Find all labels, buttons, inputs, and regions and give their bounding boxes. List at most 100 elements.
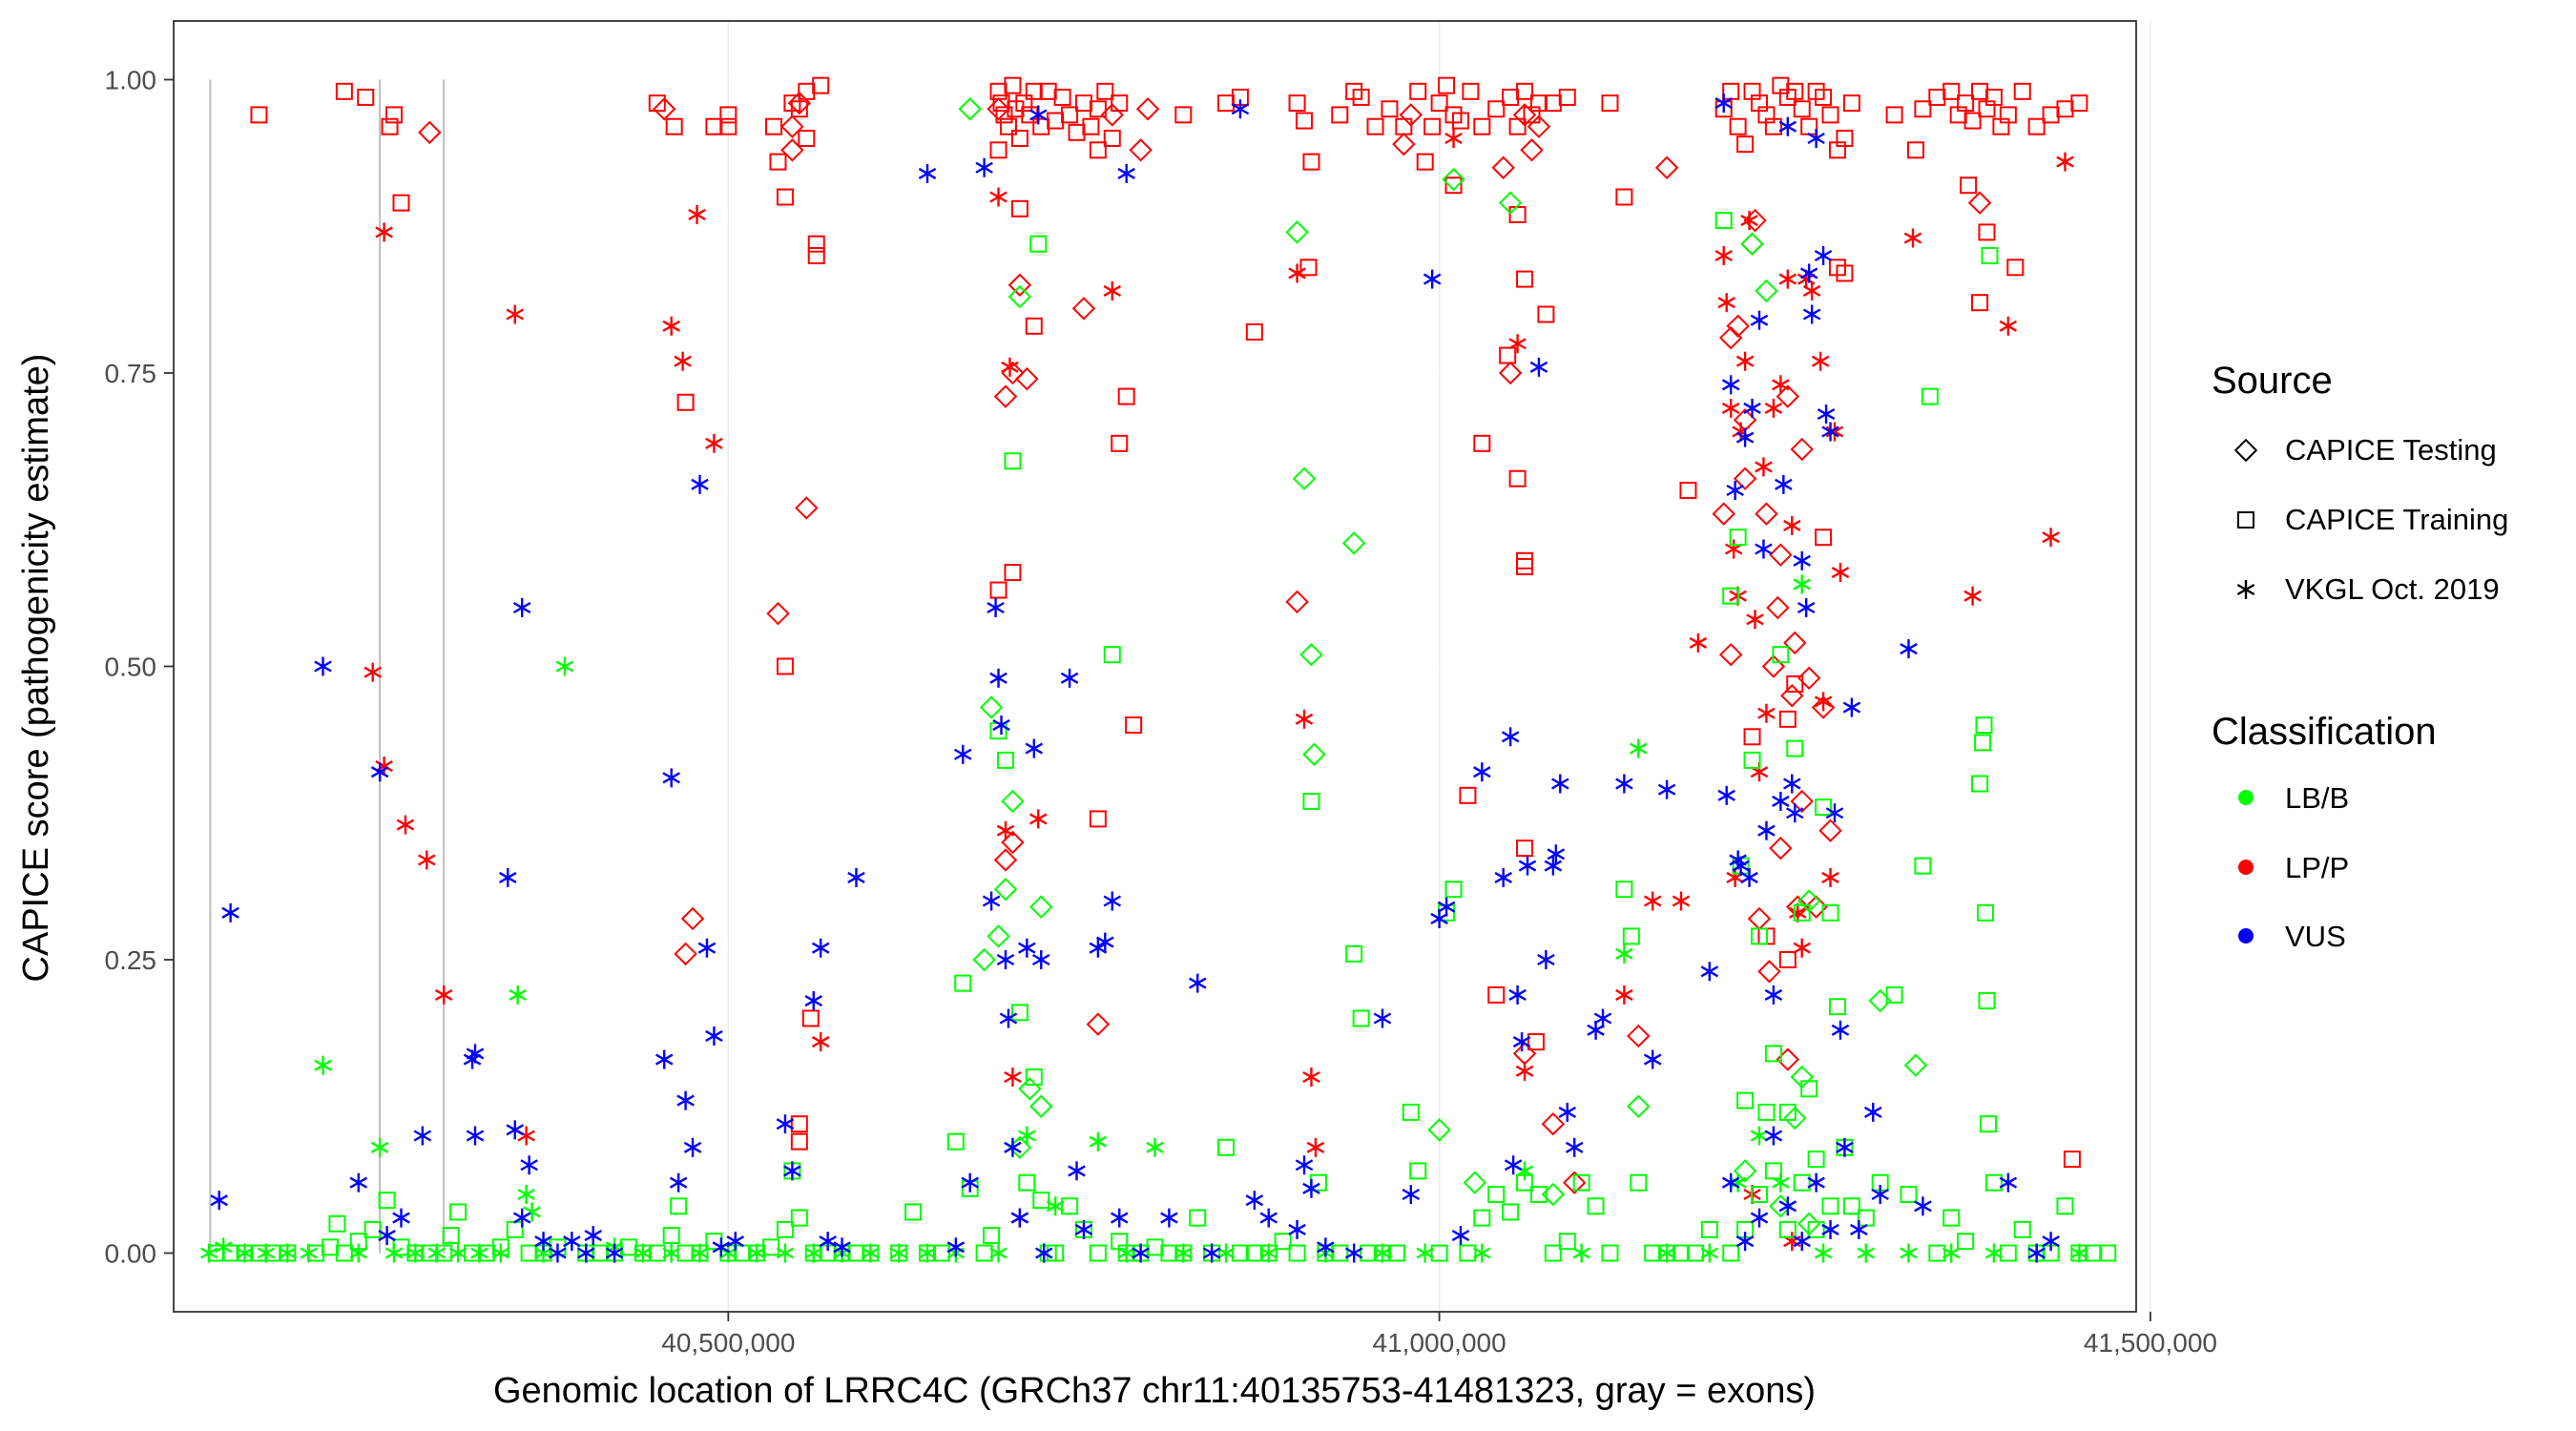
data-point [1082, 117, 1100, 135]
data-point [1831, 1020, 1850, 1040]
x-tick-label: 41,000,000 [1373, 1328, 1506, 1358]
data-point [1999, 1172, 2018, 1192]
data-point [385, 106, 404, 124]
data-point [236, 1243, 254, 1263]
data-point [1978, 223, 1996, 241]
data-point [1217, 1138, 1236, 1156]
data-point [1780, 684, 1804, 708]
data-point [1032, 1192, 1050, 1210]
data-point [1593, 1008, 1612, 1028]
data-point [719, 106, 737, 124]
data-point [987, 97, 1010, 121]
data-point [653, 97, 676, 121]
data-point [1735, 427, 1755, 447]
data-point [370, 1137, 389, 1157]
data-point [1499, 346, 1517, 364]
data-point [1537, 305, 1555, 323]
data-point [1529, 1186, 1548, 1203]
data-point [918, 1243, 937, 1263]
data-point [563, 1232, 581, 1252]
data-point [1034, 1243, 1053, 1263]
data-point [392, 194, 410, 212]
data-point [1786, 803, 1804, 823]
data-point [375, 222, 393, 242]
data-point [1807, 1151, 1825, 1169]
data-point [1352, 88, 1370, 106]
data-point [1821, 903, 1839, 922]
data-point [1764, 398, 1783, 418]
data-point [1494, 867, 1512, 887]
data-point [1402, 1103, 1420, 1121]
data-point [847, 867, 865, 887]
data-point [1068, 123, 1086, 141]
data-point [1615, 188, 1633, 206]
data-point [1392, 132, 1416, 156]
data-point [1615, 985, 1633, 1005]
data-point [1544, 1244, 1562, 1262]
data-point [1831, 563, 1850, 583]
data-point [1031, 950, 1050, 969]
data-point [1302, 1068, 1320, 1087]
data-point [1735, 1232, 1755, 1252]
data-point [1814, 246, 1833, 265]
data-point [1288, 1219, 1306, 1239]
data-point [1700, 1243, 1719, 1263]
data-point [1811, 695, 1836, 719]
data-point [1061, 1197, 1079, 1215]
data-point [1863, 1102, 1882, 1122]
data-point [2070, 1243, 2088, 1263]
data-point [1766, 595, 1790, 620]
data-point [1971, 775, 1989, 793]
y-tick-label: 0.00 [105, 1239, 157, 1269]
data-point [1117, 1243, 1135, 1263]
data-point [1778, 1103, 1797, 1121]
data-point [1518, 856, 1537, 876]
data-point [1125, 716, 1143, 734]
data-point [2070, 94, 2088, 113]
data-point [1721, 1172, 1740, 1192]
data-point [1643, 1049, 1662, 1069]
data-point [1793, 1173, 1811, 1192]
data-point [1487, 1186, 1506, 1203]
data-point [1793, 938, 1811, 958]
data-point [1712, 502, 1735, 526]
data-point [1984, 1243, 2004, 1263]
data-point [1733, 467, 1757, 490]
data-point [2042, 528, 2060, 548]
data-point [549, 1243, 567, 1263]
data-point [1018, 1126, 1036, 1146]
data-point [1288, 94, 1306, 113]
data-point [1039, 82, 1057, 100]
data-point [1008, 273, 1032, 297]
data-point [1111, 434, 1129, 452]
data-point [1563, 1171, 1587, 1194]
data-point [676, 1244, 695, 1262]
data-point [674, 351, 692, 371]
data-point [1259, 1208, 1278, 1228]
data-point [1068, 1161, 1086, 1181]
data-point [1788, 902, 1807, 923]
data-point [1103, 646, 1121, 664]
data-point [993, 877, 1018, 902]
data-point [1103, 280, 1122, 301]
legend-source-label-training: CAPICE Training [2285, 503, 2508, 536]
data-point [499, 867, 517, 887]
data-point [1815, 88, 1833, 106]
data-point [1836, 264, 1854, 282]
data-point [1010, 1208, 1029, 1228]
data-point [1921, 387, 1939, 405]
data-point [769, 153, 787, 171]
data-point [1025, 82, 1043, 100]
data-point [1657, 779, 1676, 799]
data-point [1722, 1244, 1740, 1262]
data-point [665, 117, 683, 135]
data-point [992, 716, 1010, 735]
data-point [1029, 235, 1048, 253]
data-point [790, 1209, 808, 1227]
data-point [1381, 100, 1399, 118]
data-point [1491, 156, 1515, 179]
legend-source-key-training [2237, 511, 2254, 529]
data-point [807, 235, 825, 253]
data-point [1302, 792, 1320, 810]
data-point [1793, 1232, 1811, 1252]
